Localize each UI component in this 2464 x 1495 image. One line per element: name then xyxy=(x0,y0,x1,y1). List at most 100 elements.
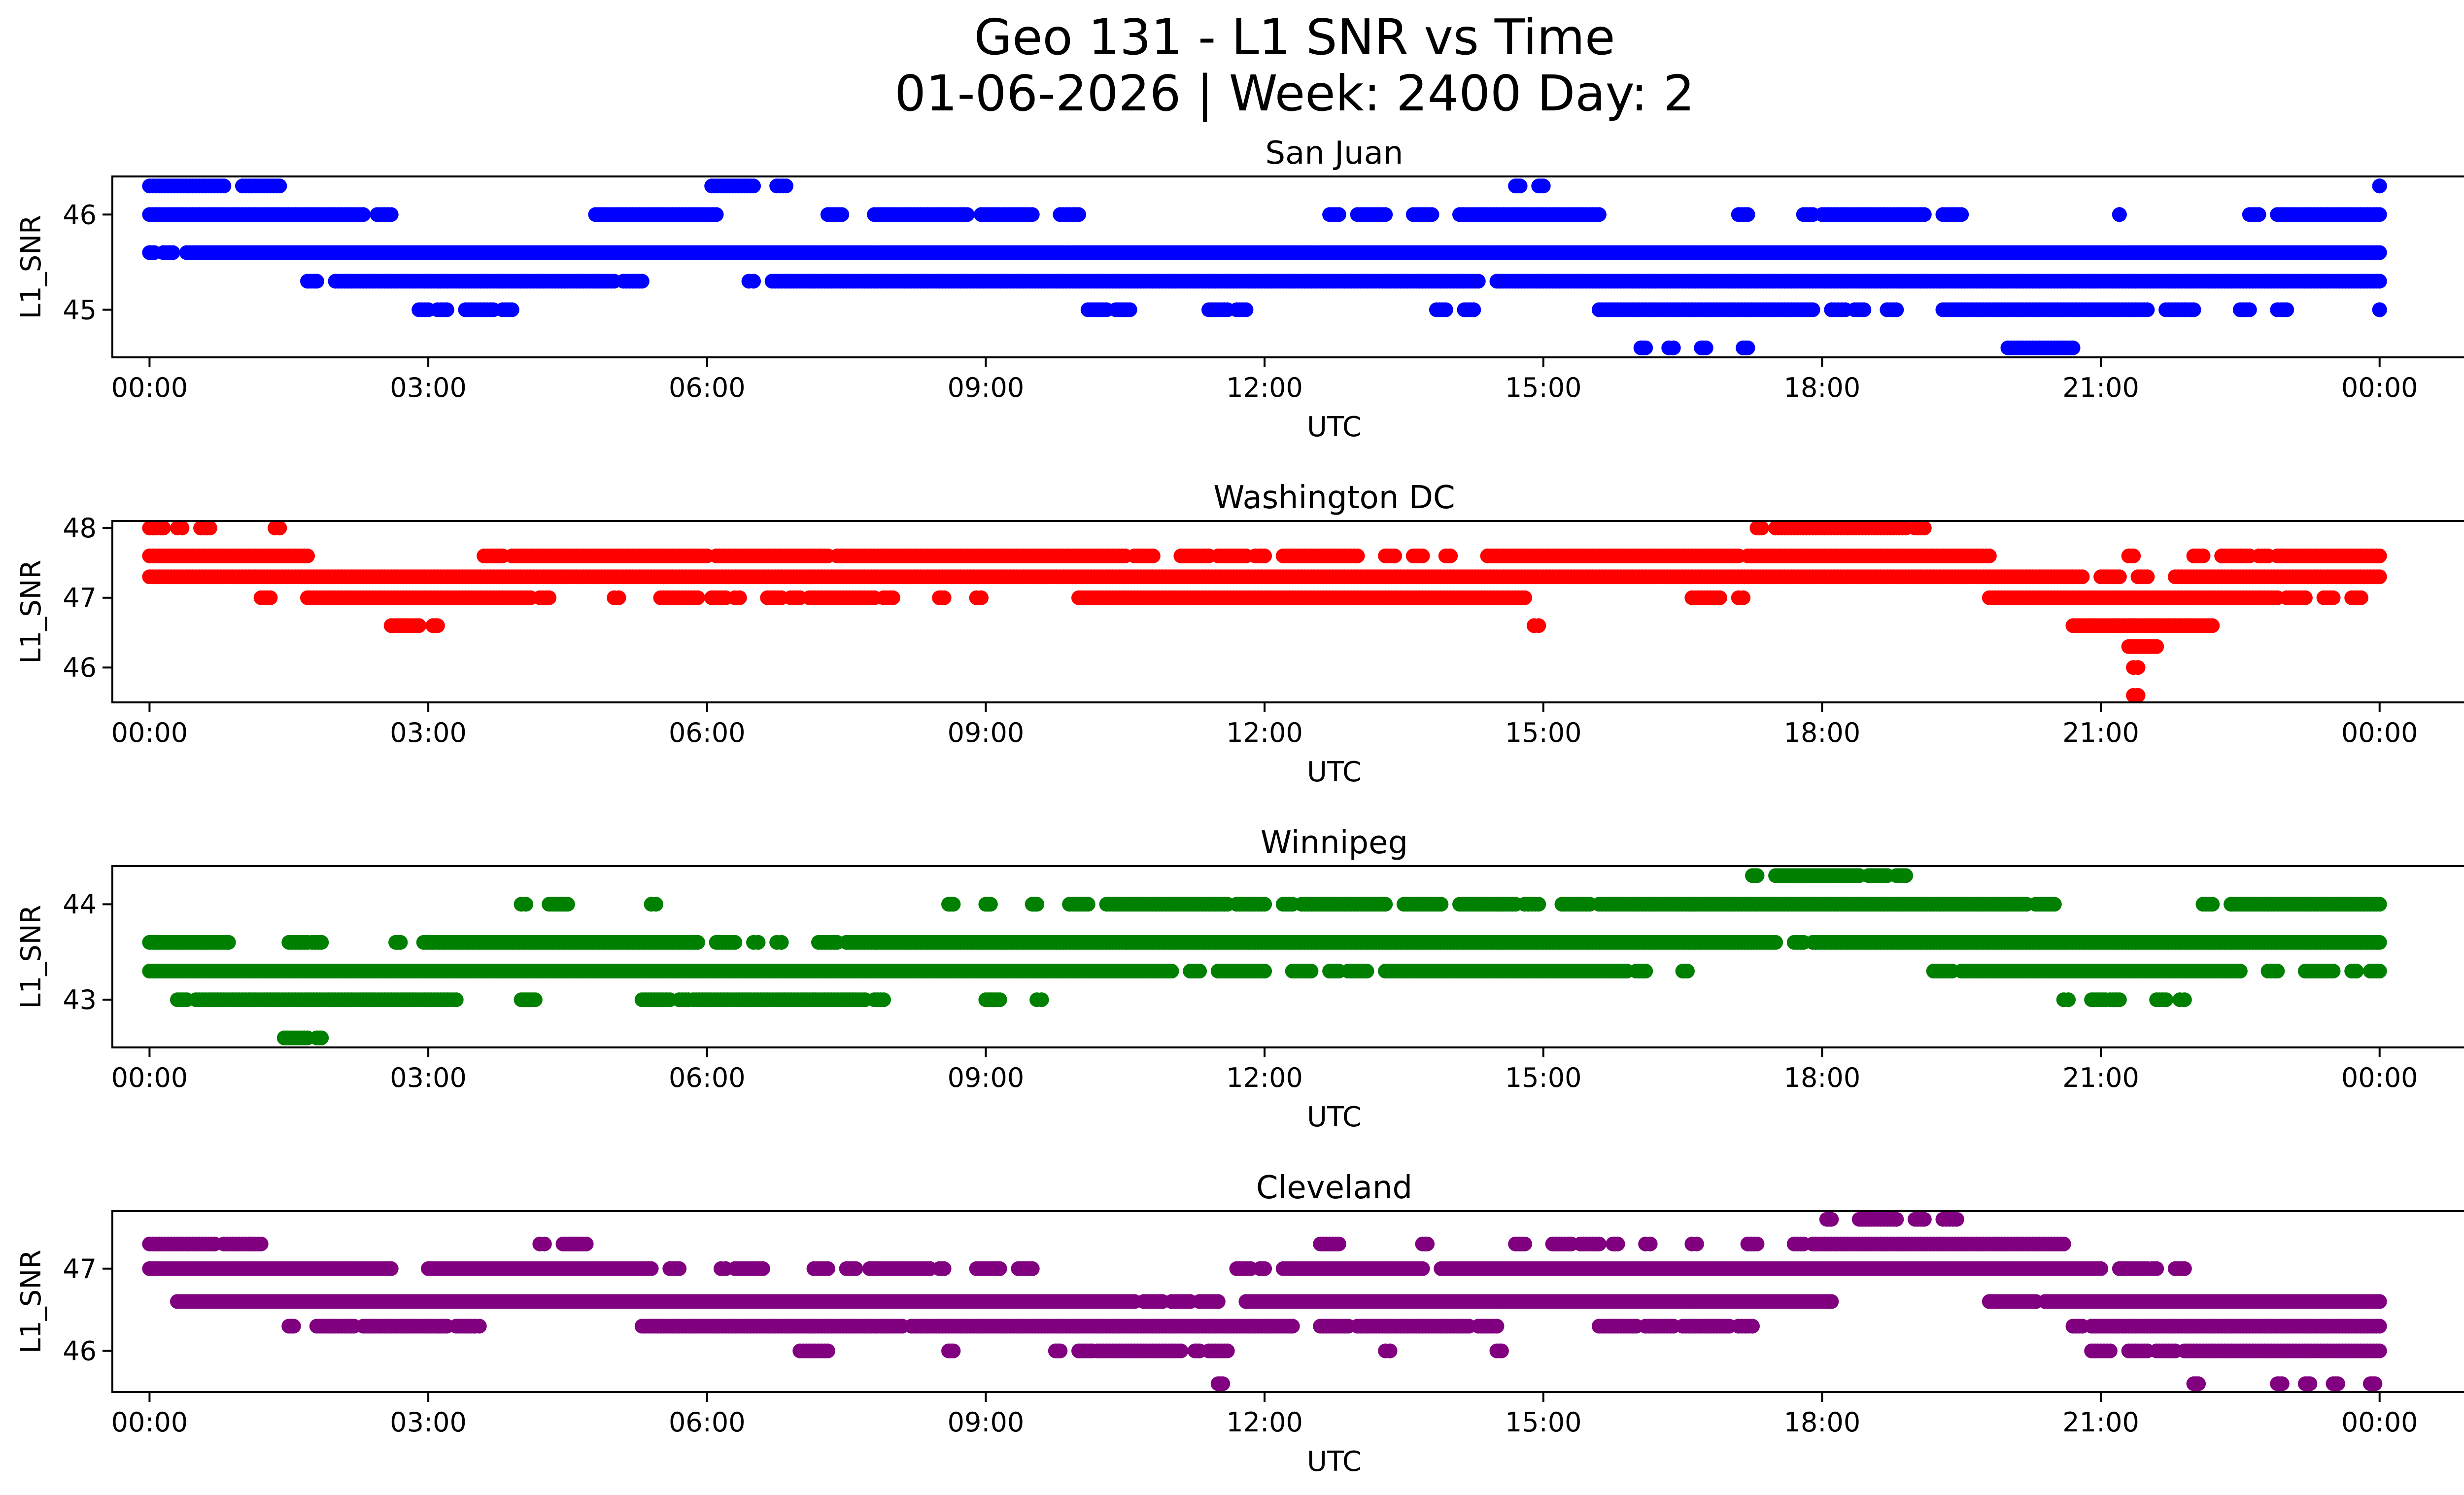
data-point xyxy=(751,935,766,950)
data-point xyxy=(2186,302,2201,317)
data-point xyxy=(959,207,975,222)
data-point xyxy=(2195,548,2211,563)
data-point xyxy=(774,935,789,950)
data-point xyxy=(2326,590,2341,605)
data-point xyxy=(1768,935,1783,950)
data-points xyxy=(142,521,2387,703)
data-point xyxy=(411,618,427,633)
data-point xyxy=(216,178,232,194)
data-point xyxy=(2047,897,2062,912)
data-point xyxy=(709,207,724,222)
axes-frame xyxy=(111,175,2464,358)
data-point xyxy=(356,207,371,222)
x-tick-label: 09:00 xyxy=(948,372,1025,403)
data-point xyxy=(221,935,236,950)
data-points xyxy=(142,868,2387,1045)
data-point xyxy=(1350,548,1365,563)
data-point xyxy=(1666,340,1681,355)
y-tick-label: 45 xyxy=(63,294,97,325)
subplot-title: San Juan xyxy=(1266,135,1403,172)
data-point xyxy=(2372,207,2387,222)
data-point xyxy=(1698,340,1713,355)
data-point xyxy=(2130,660,2146,675)
data-point xyxy=(1466,302,1481,317)
data-point xyxy=(1378,897,1393,912)
data-point xyxy=(314,935,329,950)
data-point xyxy=(946,897,961,912)
data-point xyxy=(1740,207,1755,222)
data-point xyxy=(2251,207,2266,222)
data-point xyxy=(430,618,445,633)
data-point xyxy=(2372,245,2387,260)
data-point xyxy=(2242,302,2257,317)
data-point xyxy=(834,207,850,222)
figure-subtitle: 01-06-2026 | Week: 2400 Day: 2 xyxy=(894,65,1694,122)
data-point xyxy=(2279,302,2294,317)
data-point xyxy=(1471,274,1486,289)
data-point xyxy=(983,897,998,912)
data-point xyxy=(383,207,399,222)
y-tick-label: 46 xyxy=(63,199,97,230)
x-tick-label: 15:00 xyxy=(1505,717,1582,748)
data-point xyxy=(2149,639,2164,654)
subplot-title: Washington DC xyxy=(1213,480,1455,516)
data-point xyxy=(2372,274,2387,289)
data-point xyxy=(732,590,747,605)
data-point xyxy=(1071,207,1086,222)
data-point xyxy=(2130,688,2146,703)
data-point xyxy=(1257,897,1272,912)
data-point xyxy=(1536,178,1551,194)
data-point xyxy=(1387,548,1403,563)
data-point xyxy=(272,178,287,194)
data-point xyxy=(1438,302,1453,317)
data-point xyxy=(165,245,180,260)
data-point xyxy=(779,178,793,194)
data-point xyxy=(2065,340,2081,355)
data-point xyxy=(1443,548,1458,563)
x-tick-label: 00:00 xyxy=(2341,372,2418,403)
data-point xyxy=(1982,548,1997,563)
data-point xyxy=(936,590,952,605)
data-point xyxy=(1434,897,1449,912)
data-point xyxy=(1415,548,1430,563)
figure-title: Geo 131 - L1 SNR vs Time xyxy=(974,8,1615,66)
data-point xyxy=(2075,569,2090,585)
x-axis-label: UTC xyxy=(1307,756,1362,788)
x-tick-label: 06:00 xyxy=(669,717,746,748)
data-point xyxy=(203,521,217,536)
data-point xyxy=(649,897,663,912)
data-point xyxy=(1740,340,1755,355)
data-point xyxy=(174,521,190,536)
x-tick-label: 00:00 xyxy=(111,717,188,748)
data-point xyxy=(1591,207,1607,222)
data-point xyxy=(690,935,705,950)
y-tick-label: 47 xyxy=(63,583,97,614)
data-point xyxy=(1531,897,1546,912)
data-point xyxy=(1331,207,1346,222)
data-point xyxy=(1122,302,1137,317)
data-point xyxy=(2372,935,2387,950)
data-point xyxy=(1145,548,1161,563)
data-point xyxy=(634,274,650,289)
data-point xyxy=(690,590,705,605)
y-axis-label: L1_SNR xyxy=(15,215,47,319)
data-point xyxy=(2372,897,2387,912)
data-point xyxy=(542,590,557,605)
x-tick-label: 00:00 xyxy=(2341,717,2418,748)
x-tick-label: 15:00 xyxy=(1505,372,1582,403)
data-point xyxy=(1512,178,1528,194)
data-point xyxy=(1954,207,1969,222)
data-point xyxy=(2297,590,2313,605)
data-point xyxy=(1856,302,1872,317)
y-tick-label: 46 xyxy=(63,652,97,683)
x-tick-label: 06:00 xyxy=(669,372,746,403)
data-point xyxy=(309,274,324,289)
data-point xyxy=(560,897,575,912)
x-tick-label: 03:00 xyxy=(390,717,467,748)
data-point xyxy=(2140,569,2155,585)
data-point xyxy=(439,302,454,317)
data-point xyxy=(1638,340,1653,355)
